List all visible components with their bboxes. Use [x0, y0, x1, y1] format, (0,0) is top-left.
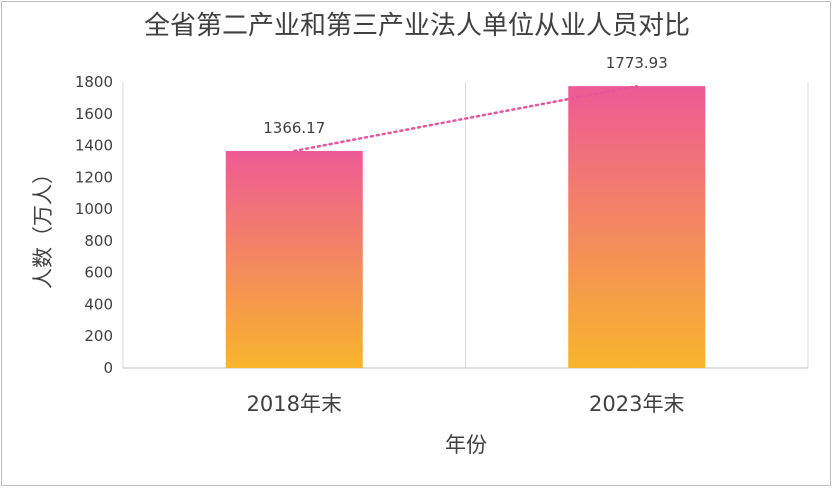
data-label: 1366.17	[263, 119, 325, 137]
y-tick-label: 1800	[75, 73, 113, 91]
bars	[225, 86, 706, 368]
x-axis-title: 年份	[445, 433, 487, 457]
bar	[225, 150, 363, 368]
data-labels: 1366.17 1773.93	[263, 54, 668, 137]
y-axis-title: 人数（万人）	[31, 163, 55, 289]
y-tick-label: 1200	[75, 168, 113, 186]
x-tick-label: 2023年末	[589, 392, 684, 416]
y-tick-label: 1400	[75, 137, 113, 155]
trendline-path	[293, 84, 638, 153]
trendline	[293, 84, 638, 153]
y-tick-label: 0	[103, 359, 113, 377]
x-tick-label: 2018年末	[247, 392, 342, 416]
y-tick-label: 200	[84, 327, 113, 345]
x-axis-categories: 2018年末 2023年末	[247, 392, 685, 416]
data-label: 1773.93	[606, 54, 668, 72]
y-tick-label: 1600	[75, 105, 113, 123]
y-tick-label: 400	[84, 295, 113, 313]
chart-title: 全省第二产业和第三产业法人单位从业人员对比	[144, 11, 690, 41]
y-axis-ticks: 0 200 400 600 800 1000 1200 1400 1600 1800	[75, 73, 113, 377]
y-tick-label: 800	[84, 232, 113, 250]
y-tick-label: 600	[84, 264, 113, 282]
bar	[568, 86, 706, 368]
y-tick-label: 1000	[75, 200, 113, 218]
